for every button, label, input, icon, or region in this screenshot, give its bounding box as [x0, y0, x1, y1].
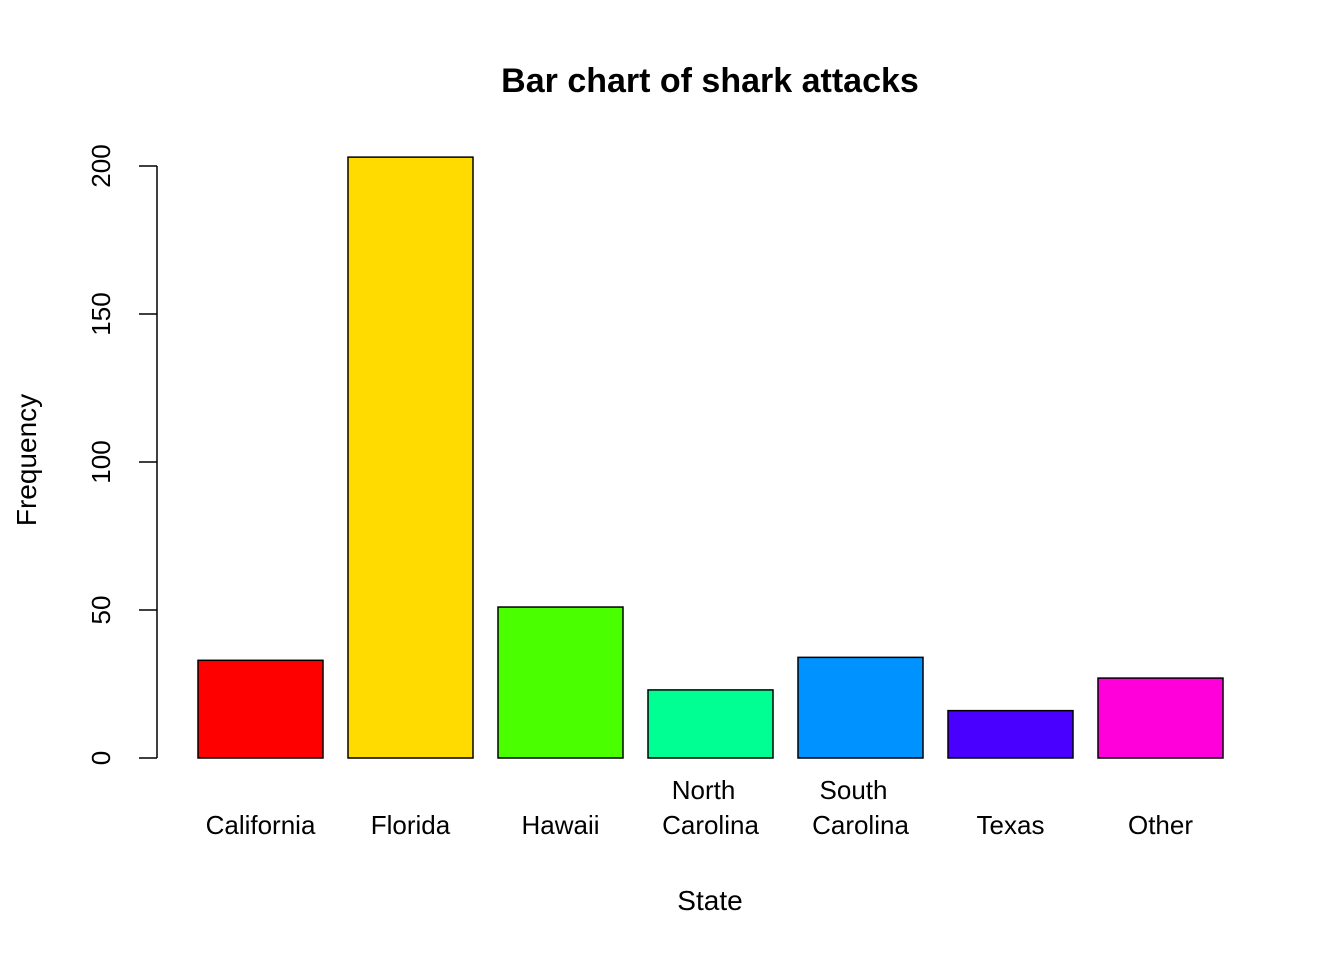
- y-axis: 0 50 100 150 200: [86, 144, 158, 765]
- x-tick-label: Other: [1128, 810, 1193, 840]
- bar-florida: [347, 156, 474, 759]
- x-tick-label: Hawaii: [521, 810, 599, 840]
- x-tick-label: North Carolina: [662, 775, 759, 840]
- bar-south-carolina: [797, 656, 924, 759]
- x-tick-label: South Carolina: [812, 775, 909, 840]
- bar-hawaii: [497, 606, 624, 759]
- category-labels: California Florida Hawaii North Carolina Sout…: [206, 775, 1194, 840]
- y-tick-label: 50: [86, 596, 116, 625]
- x-tick-label: California: [206, 810, 316, 840]
- x-tick-label: Florida: [371, 810, 451, 840]
- bar-north-carolina: [647, 689, 774, 759]
- y-tick-label: 100: [86, 440, 116, 483]
- bar-other: [1097, 677, 1224, 759]
- chart-title: Bar chart of shark attacks: [501, 62, 919, 100]
- y-axis-label: Frequency: [11, 394, 42, 526]
- x-tick-label: Texas: [977, 810, 1045, 840]
- bar-california: [197, 659, 324, 759]
- bars-group: [197, 156, 1224, 759]
- y-tick-label: 200: [86, 144, 116, 187]
- bar-texas: [947, 709, 1074, 759]
- y-tick-label: 150: [86, 292, 116, 335]
- x-axis-label: State: [677, 885, 742, 916]
- y-tick-label: 0: [86, 751, 116, 765]
